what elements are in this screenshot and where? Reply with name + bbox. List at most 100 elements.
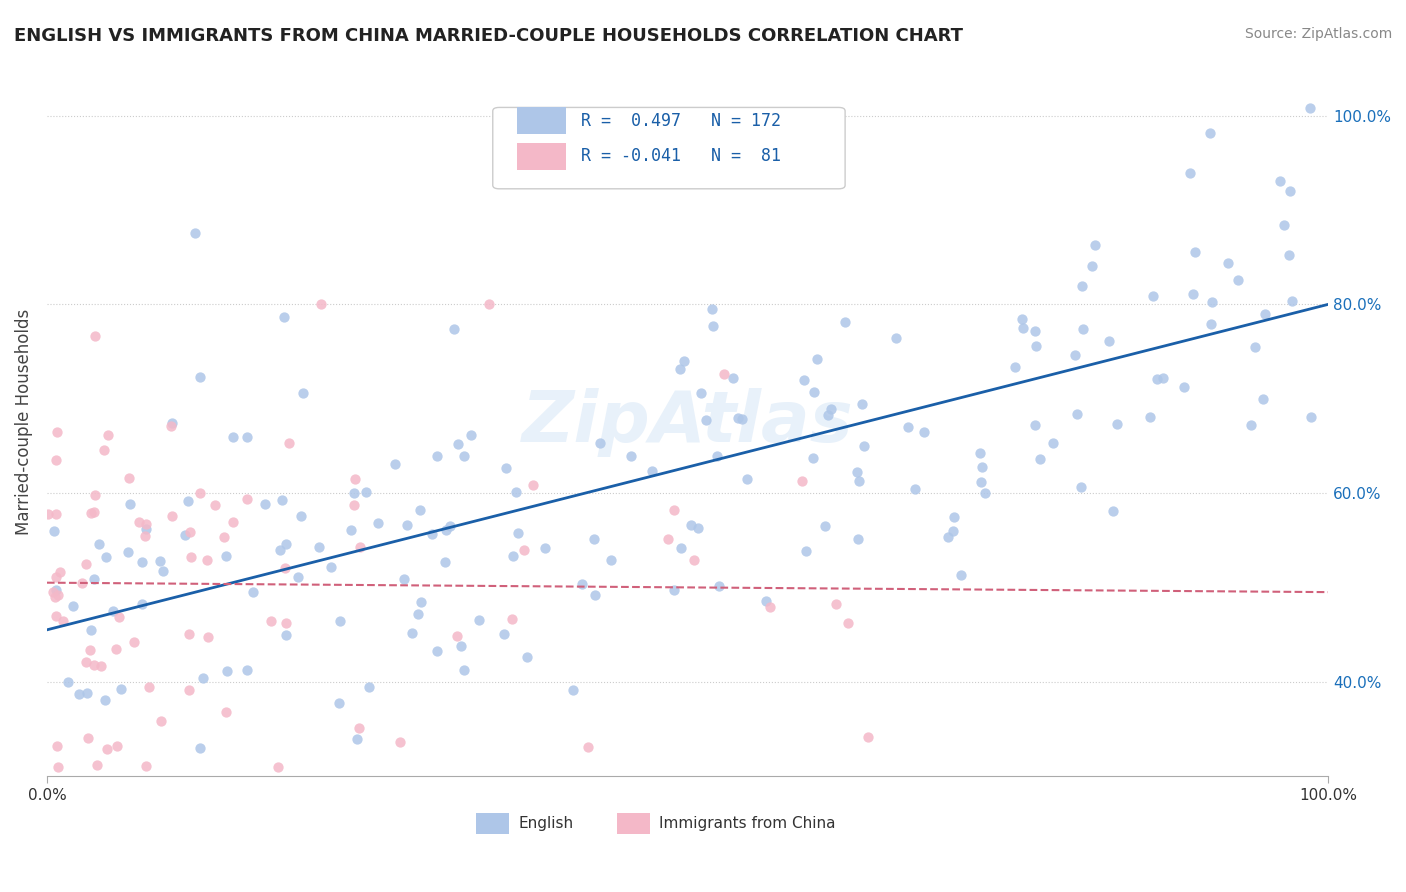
Point [395,518,418,533]
Point [731,412,754,426]
Point [162,508,184,523]
Point [1066,407,1088,421]
FancyBboxPatch shape [617,813,651,834]
Text: ZipAtlas: ZipAtlas [522,388,853,457]
Point [389,735,412,749]
Point [204,498,226,512]
Point [83,329,105,343]
Point [242,585,264,599]
Point [83,657,105,672]
Point [793,373,815,387]
Point [794,544,817,558]
Point [135,759,157,773]
Point [897,420,920,434]
Point [328,696,350,710]
Point [1139,410,1161,425]
Point [411,595,433,609]
Point [131,598,153,612]
Point [236,491,259,506]
Point [222,516,245,530]
Point [1071,321,1094,335]
Point [1201,295,1223,310]
Point [806,352,828,367]
Point [42,524,65,538]
Point [1107,417,1129,431]
Point [44,590,66,604]
Point [135,517,157,532]
Point [439,519,461,533]
Point [1301,409,1323,424]
Point [287,570,309,584]
Point [446,629,468,643]
Point [1244,340,1267,354]
Point [495,460,517,475]
Point [45,608,67,623]
Point [75,558,97,572]
Point [117,471,139,485]
Point [1268,174,1291,188]
Point [522,477,544,491]
Point [904,482,927,496]
Point [1173,380,1195,394]
Point [108,610,131,624]
Point [180,550,202,565]
Point [128,515,150,529]
Point [851,397,873,411]
Point [97,428,120,442]
Text: English: English [519,816,574,831]
Point [1070,480,1092,494]
Point [1184,245,1206,260]
Point [72,576,94,591]
Point [1084,238,1107,252]
Point [824,597,846,611]
Point [359,680,381,694]
Point [1080,259,1102,273]
Point [37,508,59,522]
Point [727,411,749,425]
Point [179,683,201,698]
Point [236,430,259,444]
Point [422,527,444,541]
Point [723,370,745,384]
Point [1142,289,1164,303]
Point [122,634,145,648]
Point [848,474,870,488]
Point [42,584,65,599]
Point [254,497,277,511]
Point [149,554,172,568]
Text: R =  0.497   N = 172: R = 0.497 N = 172 [581,112,782,130]
Point [970,475,993,490]
Point [346,731,368,746]
Point [269,543,291,558]
Point [970,459,993,474]
Point [801,451,824,466]
Point [516,650,538,665]
Point [1272,218,1295,232]
Point [1182,286,1205,301]
Point [117,545,139,559]
Point [620,450,643,464]
Point [709,579,731,593]
Point [443,322,465,336]
Point [426,644,449,658]
Point [392,572,415,586]
Point [367,516,389,530]
Text: ENGLISH VS IMMIGRANTS FROM CHINA MARRIED-COUPLE HOUSEHOLDS CORRELATION CHART: ENGLISH VS IMMIGRANTS FROM CHINA MARRIED… [14,27,963,45]
Point [190,486,212,500]
Text: Immigrants from China: Immigrants from China [659,816,835,831]
Point [197,630,219,644]
Point [80,506,103,520]
Point [177,493,200,508]
Point [1198,126,1220,140]
FancyBboxPatch shape [477,813,509,834]
Point [79,643,101,657]
Point [236,663,259,677]
Point [1180,166,1202,180]
Point [83,505,105,519]
Point [62,599,84,614]
Point [846,465,869,479]
Point [657,533,679,547]
Point [1281,294,1303,309]
Y-axis label: Married-couple Households: Married-couple Households [15,310,32,535]
Point [291,385,314,400]
